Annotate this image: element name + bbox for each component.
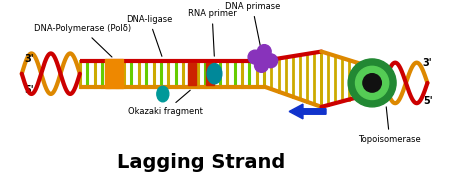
Ellipse shape bbox=[207, 64, 222, 84]
Circle shape bbox=[363, 74, 381, 92]
Circle shape bbox=[264, 54, 278, 68]
Polygon shape bbox=[289, 104, 326, 119]
Ellipse shape bbox=[157, 86, 169, 102]
Text: Lagging Strand: Lagging Strand bbox=[117, 153, 286, 172]
Text: DNA-Polymerase (Polδ): DNA-Polymerase (Polδ) bbox=[34, 24, 131, 57]
Circle shape bbox=[255, 58, 268, 72]
Circle shape bbox=[356, 66, 389, 100]
Circle shape bbox=[348, 59, 396, 107]
Text: 5': 5' bbox=[423, 96, 432, 106]
Text: 3': 3' bbox=[25, 54, 34, 64]
Bar bbox=[105, 59, 123, 88]
Text: 3': 3' bbox=[423, 58, 432, 68]
Text: DNA-ligase: DNA-ligase bbox=[126, 15, 172, 56]
Text: Okazaki fragment: Okazaki fragment bbox=[128, 90, 202, 116]
Text: DNA primase: DNA primase bbox=[225, 2, 280, 49]
Bar bbox=[206, 63, 215, 85]
Text: Topoisomerase: Topoisomerase bbox=[358, 107, 421, 144]
Circle shape bbox=[257, 45, 271, 58]
Circle shape bbox=[248, 50, 262, 64]
Text: 5': 5' bbox=[25, 85, 34, 95]
Text: RNA primer: RNA primer bbox=[188, 9, 236, 56]
Bar bbox=[188, 63, 196, 85]
